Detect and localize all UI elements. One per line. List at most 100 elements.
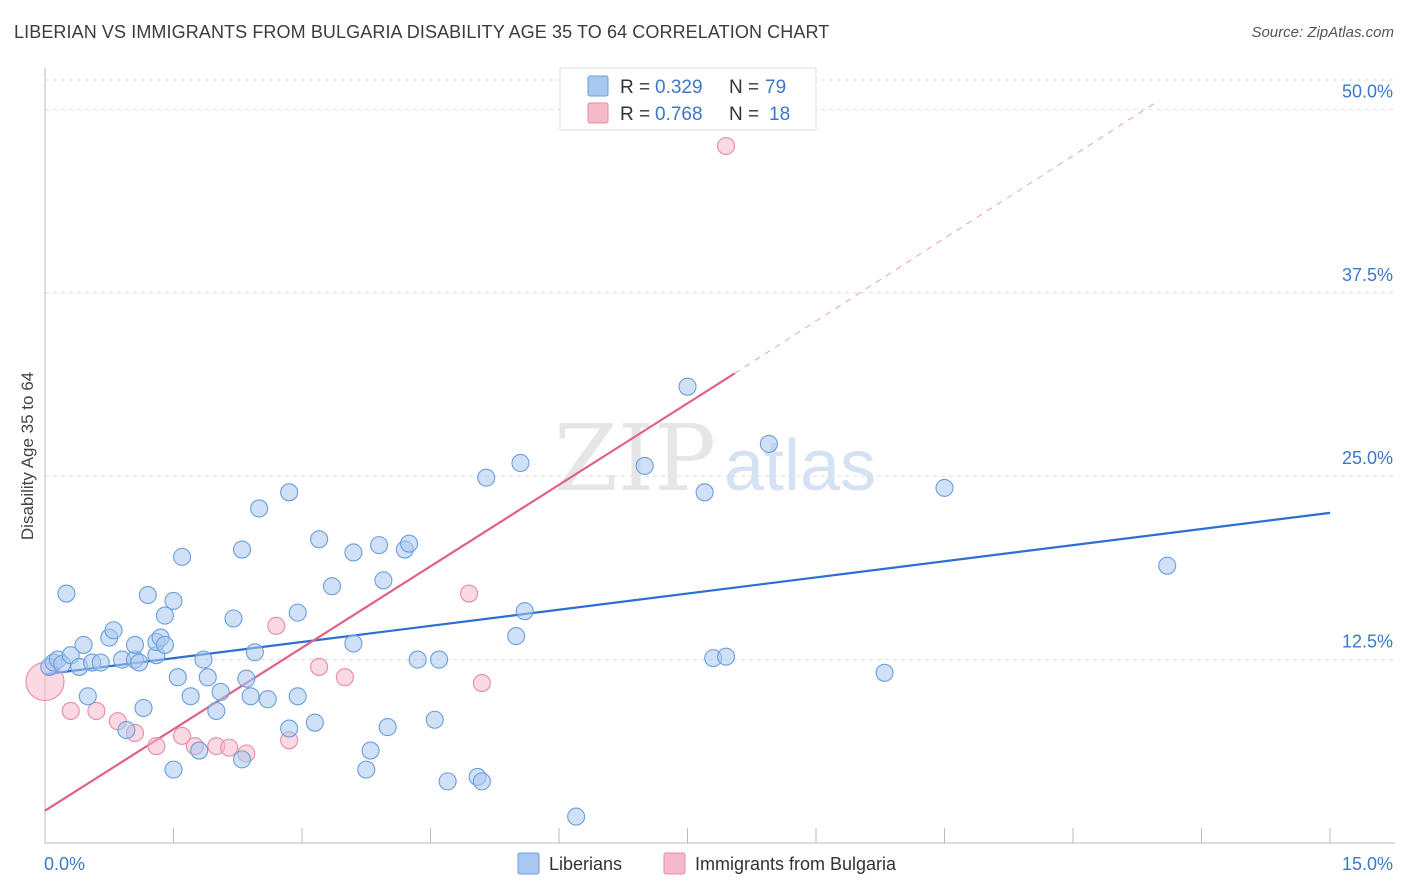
x-tick-label-max: 15.0% <box>1342 854 1393 874</box>
point-bulgaria <box>267 616 286 635</box>
point-bulgaria <box>716 136 736 156</box>
point-liberians <box>361 741 380 760</box>
point-liberians <box>1158 556 1177 575</box>
point-bulgaria <box>310 657 329 676</box>
bottom-legend-label-liberians: Liberians <box>549 854 622 874</box>
point-liberians <box>57 584 76 603</box>
point-liberians <box>716 647 736 666</box>
point-liberians <box>190 741 209 760</box>
point-liberians <box>288 603 307 622</box>
point-liberians <box>280 719 299 738</box>
point-liberians <box>567 807 586 826</box>
point-liberians <box>125 635 144 654</box>
bottom-legend-swatch-liberians <box>517 852 540 875</box>
point-liberians <box>935 478 954 497</box>
point-liberians <box>408 650 427 669</box>
point-liberians <box>305 713 324 732</box>
axes <box>44 68 1395 844</box>
point-bulgaria <box>220 738 239 757</box>
bottom-legend-swatch-bulgaria <box>663 852 686 875</box>
chart-title: LIBERIAN VS IMMIGRANTS FROM BULGARIA DIS… <box>14 22 830 42</box>
point-liberians <box>134 698 153 718</box>
point-liberians <box>78 687 97 706</box>
point-liberians <box>507 627 526 646</box>
legend-r-value-2: 0.768 <box>655 104 703 125</box>
point-liberians <box>155 635 174 654</box>
point-bulgaria <box>335 668 354 687</box>
point-bulgaria <box>472 674 491 693</box>
watermark-zip: ZIP <box>554 405 716 512</box>
legend-n-label-2: N = <box>729 104 759 125</box>
point-liberians <box>477 468 496 487</box>
point-liberians <box>695 483 714 502</box>
point-bulgaria <box>459 584 479 603</box>
point-liberians <box>357 760 376 779</box>
point-liberians <box>258 690 277 709</box>
watermark: ZIP atlas <box>554 405 876 512</box>
point-liberians <box>288 687 307 706</box>
point-liberians <box>344 543 363 562</box>
bottom-legend-label-bulgaria: Immigrants from Bulgaria <box>695 854 897 874</box>
point-liberians <box>472 772 491 791</box>
point-liberians <box>164 760 183 779</box>
x-tick-labels: 0.0% 15.0% <box>44 854 1393 874</box>
point-liberians <box>875 663 894 682</box>
point-liberians <box>104 621 123 640</box>
point-liberians <box>759 434 778 453</box>
point-liberians <box>211 682 230 701</box>
point-liberians <box>425 710 444 729</box>
y-tick-label: 50.0% <box>1342 81 1393 101</box>
point-liberians <box>164 591 183 610</box>
x-tick-label-min: 0.0% <box>44 854 85 874</box>
point-liberians <box>224 609 243 628</box>
legend-n-label-1: N = <box>729 77 759 98</box>
legend-r-value-1: 0.329 <box>655 77 703 98</box>
point-liberians <box>194 650 213 669</box>
point-liberians <box>181 687 200 706</box>
chart-source: Source: ZipAtlas.com <box>1251 24 1394 41</box>
series-legend: Liberians Immigrants from Bulgaria <box>517 852 897 875</box>
point-bulgaria <box>61 701 80 720</box>
point-liberians <box>130 653 149 672</box>
point-liberians <box>173 547 192 566</box>
point-liberians <box>241 687 260 706</box>
series-liberians-points <box>40 377 1177 826</box>
legend-swatch-bulgaria <box>587 102 609 124</box>
y-tick-labels: 12.5% 25.0% 37.5% 50.0% <box>1342 81 1393 651</box>
point-liberians <box>678 377 697 396</box>
y-tick-label: 25.0% <box>1342 448 1393 468</box>
point-liberians <box>322 577 342 596</box>
point-liberians <box>245 643 264 662</box>
point-liberians <box>515 602 534 621</box>
point-liberians <box>280 483 299 502</box>
point-liberians <box>511 453 530 473</box>
point-liberians <box>74 635 93 654</box>
point-liberians <box>438 772 457 791</box>
point-liberians <box>310 530 329 549</box>
watermark-atlas: atlas <box>724 426 876 506</box>
trend-line-bulgaria-extension <box>734 100 1159 374</box>
point-liberians <box>237 669 256 688</box>
point-liberians <box>232 750 252 769</box>
point-liberians <box>370 536 389 555</box>
point-liberians <box>155 606 174 625</box>
point-liberians <box>207 701 226 720</box>
legend-r-label-1: R = <box>620 77 650 98</box>
point-liberians <box>250 499 269 518</box>
point-liberians <box>232 540 252 559</box>
point-liberians <box>117 720 136 740</box>
point-liberians <box>138 585 157 605</box>
y-tick-label: 12.5% <box>1342 632 1393 652</box>
correlation-legend: R = 0.329 N = 79 R = 0.768 N = 18 <box>559 67 817 131</box>
gridlines <box>45 79 1395 661</box>
point-liberians <box>168 668 187 687</box>
point-liberians <box>378 718 397 737</box>
point-bulgaria <box>173 726 192 745</box>
point-bulgaria <box>147 737 166 756</box>
point-bulgaria <box>87 701 106 720</box>
point-liberians <box>430 650 449 669</box>
point-liberians <box>400 534 419 553</box>
y-tick-label: 37.5% <box>1342 265 1393 285</box>
point-liberians <box>344 634 363 653</box>
